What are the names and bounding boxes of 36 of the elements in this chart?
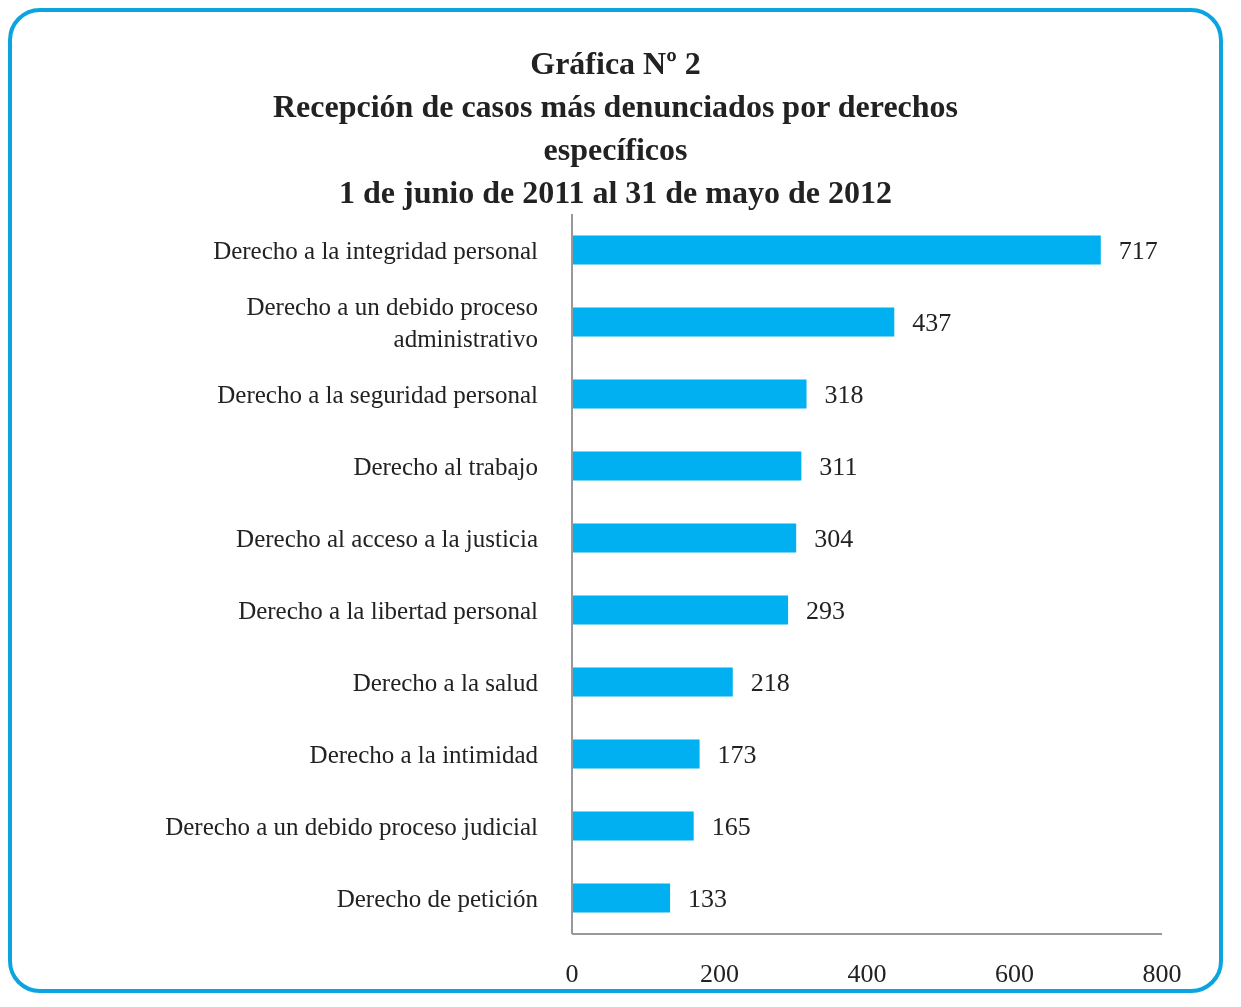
bar	[572, 667, 733, 697]
y-tick-label: Derecho a la seguridad personal	[217, 380, 539, 408]
data-label: 218	[750, 668, 790, 698]
y-tick-label: Derecho a un debido proceso administrativo	[246, 292, 538, 352]
y-tick-label: Derecho a la integridad personal	[213, 236, 539, 264]
x-tick-label: 400	[847, 959, 887, 989]
bar	[572, 883, 671, 913]
x-tick-label: 200	[700, 959, 739, 989]
y-tick-label: Derecho a la salud	[352, 668, 539, 696]
bar	[572, 739, 700, 769]
data-label: 437	[912, 308, 952, 338]
data-label: 173	[717, 740, 757, 770]
bar	[572, 523, 797, 553]
x-tick-label: 0	[565, 959, 579, 989]
data-label: 318	[824, 380, 864, 410]
y-tick-label: Derecho a la libertad personal	[238, 596, 539, 624]
x-tick-label: 800	[1142, 959, 1182, 989]
chart-title: Gráfica Nº 2 Recepción de casos más denunciados por derechos específicos 1 de junio de 2011 al 31 de mayo de 2012	[271, 44, 960, 212]
bar	[572, 451, 802, 481]
y-tick-label: Derecho a la intimidad	[309, 740, 539, 768]
x-tick-label: 600	[995, 959, 1034, 989]
y-tick-label: Derecho al trabajo	[353, 452, 538, 480]
y-tick-label: Derecho a un debido proceso judicial	[165, 812, 539, 840]
bar	[572, 595, 789, 625]
bar	[572, 811, 694, 841]
y-tick-label: Derecho al acceso a la justicia	[236, 524, 538, 552]
data-label: 304	[814, 524, 854, 554]
y-tick-label: Derecho de petición	[336, 884, 539, 912]
bar	[572, 379, 807, 409]
data-label: 133	[688, 884, 728, 914]
data-label: 165	[711, 812, 751, 842]
data-label: 293	[806, 596, 846, 626]
data-label: 311	[819, 452, 858, 482]
bar	[572, 235, 1101, 265]
data-label: 717	[1118, 236, 1158, 266]
bar	[572, 307, 895, 337]
